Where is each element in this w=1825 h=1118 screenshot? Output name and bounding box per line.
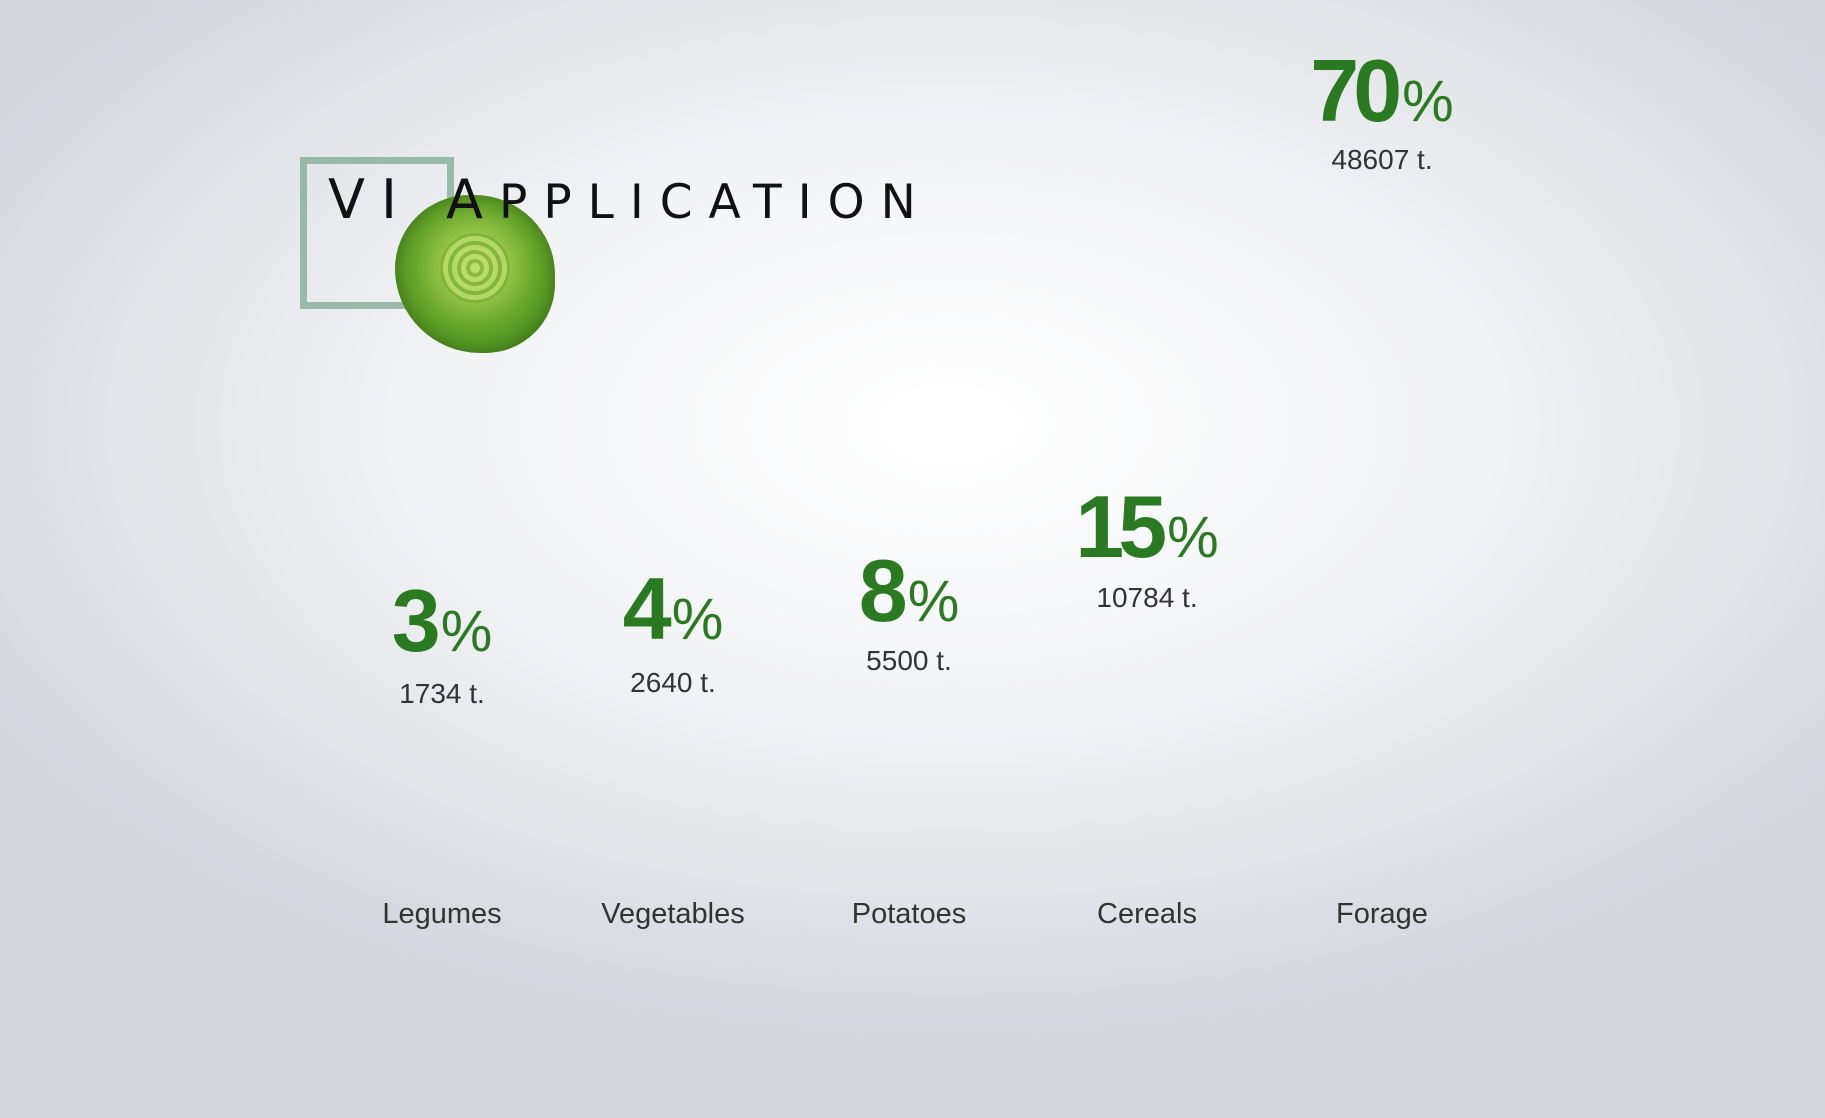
category-label: Legumes: [382, 898, 502, 930]
tonnes-label: 2640 t.: [630, 667, 716, 698]
tonnes-label: 1734 t.: [399, 678, 485, 709]
percent-value: 70: [1310, 41, 1402, 140]
title-rest: PPLICATION: [498, 175, 932, 230]
percent-label: 70%: [1310, 40, 1453, 142]
tonnes-label: 5500 t.: [866, 645, 952, 676]
percent-value: 15: [1075, 477, 1167, 576]
title-lead: VI A: [328, 168, 499, 231]
page-title: VI APPLICATION: [328, 168, 932, 231]
percent-label: 4%: [623, 558, 724, 660]
percent-value: 8: [858, 541, 908, 640]
tonnes-label: 10784 t.: [1096, 582, 1198, 613]
percent-sign: %: [1402, 69, 1454, 134]
percent-value: 4: [622, 559, 672, 658]
percent-sign: %: [1167, 505, 1219, 570]
percent-label: 3%: [392, 570, 493, 672]
percent-label: 8%: [859, 540, 960, 642]
lettuce-image: [395, 195, 555, 353]
percent-sign: %: [440, 599, 493, 664]
percent-value: 3: [391, 571, 441, 670]
percent-label: 15%: [1075, 476, 1218, 578]
category-label: Potatoes: [851, 898, 967, 930]
category-label: Vegetables: [601, 898, 745, 930]
tonnes-label: 48607 t.: [1331, 144, 1433, 175]
category-label: Forage: [1336, 898, 1428, 930]
percent-sign: %: [907, 569, 960, 634]
category-label: Cereals: [1097, 898, 1197, 930]
percent-sign: %: [671, 587, 724, 652]
